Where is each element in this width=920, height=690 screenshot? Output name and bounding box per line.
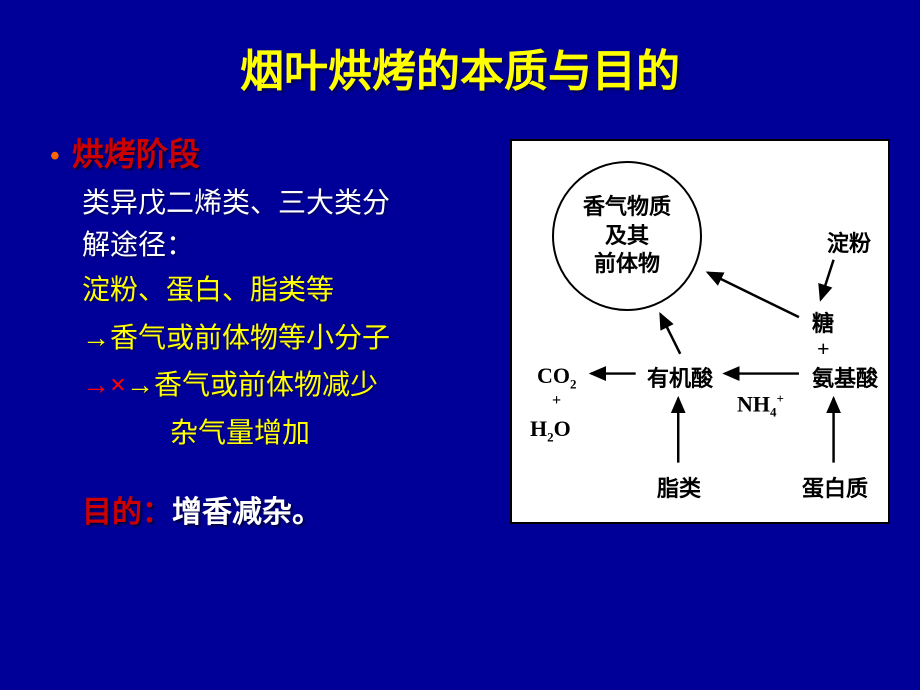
yellow-line-1: 淀粉、蛋白、脂类等 (82, 267, 500, 315)
left-content: • 烘烤阶段 类异戊二烯类、三大类分 解途径： 淀粉、蛋白、脂类等 →香气或前体… (50, 129, 510, 531)
bullet-heading-text: 烘烤阶段 (72, 129, 200, 175)
co2-sub: 2 (570, 376, 577, 391)
red-arrow-1: → (82, 370, 110, 401)
yellow-arrow-2: → (126, 370, 154, 401)
yellow-line-2: →香气或前体物等小分子 (82, 315, 500, 363)
node-lipid: 脂类 (657, 476, 701, 502)
co2-text: CO (537, 363, 570, 388)
nh4-sup: + (777, 391, 784, 406)
node-co2: CO2 (537, 363, 577, 392)
node-plus-1: + (817, 336, 830, 362)
node-starch: 淀粉 (827, 231, 871, 257)
node-protein: 蛋白质 (802, 476, 868, 502)
diagram-circle-node: 香气物质及其前体物 (552, 161, 702, 311)
node-h2o: H2O (530, 416, 571, 445)
subtext-line-2: 解途径： (82, 225, 500, 267)
purpose-label: 目的： (82, 496, 172, 529)
nh4-sub: 4 (770, 405, 777, 420)
bullet-icon: • (50, 141, 60, 173)
circle-text: 香气物质及其前体物 (583, 193, 671, 279)
diagram-box: 香气物质及其前体物 淀粉 糖 + 氨基酸 有机酸 CO2 + H2O NH4+ … (510, 139, 890, 524)
yellow-line-2-text: 香气或前体物等小分子 (110, 323, 390, 354)
slide-title: 烟叶烘烤的本质与目的 (0, 0, 920, 109)
node-plus-2: + (552, 391, 561, 410)
bullet-heading-row: • 烘烤阶段 (50, 129, 500, 175)
purpose-value: 增香减杂。 (172, 496, 322, 529)
node-sugar: 糖 (812, 311, 834, 337)
line-3: →×→香气或前体物减少 (82, 362, 500, 410)
subtext-line-1: 类异戊二烯类、三大类分 (82, 183, 500, 225)
node-amino: 氨基酸 (812, 366, 878, 392)
nh4-text: NH (737, 391, 770, 416)
yellow-line-4: 杂气量增加 (170, 410, 500, 458)
h2o-h: H (530, 416, 547, 441)
line-3-text: 香气或前体物减少 (154, 370, 378, 401)
red-x-icon: × (110, 370, 126, 401)
content-area: • 烘烤阶段 类异戊二烯类、三大类分 解途径： 淀粉、蛋白、脂类等 →香气或前体… (0, 109, 920, 531)
node-nh4: NH4+ (737, 391, 784, 420)
h2o-o: O (554, 416, 571, 441)
node-organic-acid: 有机酸 (647, 366, 713, 392)
arrow-1: → (82, 323, 110, 354)
purpose-line: 目的：增香减杂。 (82, 487, 500, 531)
